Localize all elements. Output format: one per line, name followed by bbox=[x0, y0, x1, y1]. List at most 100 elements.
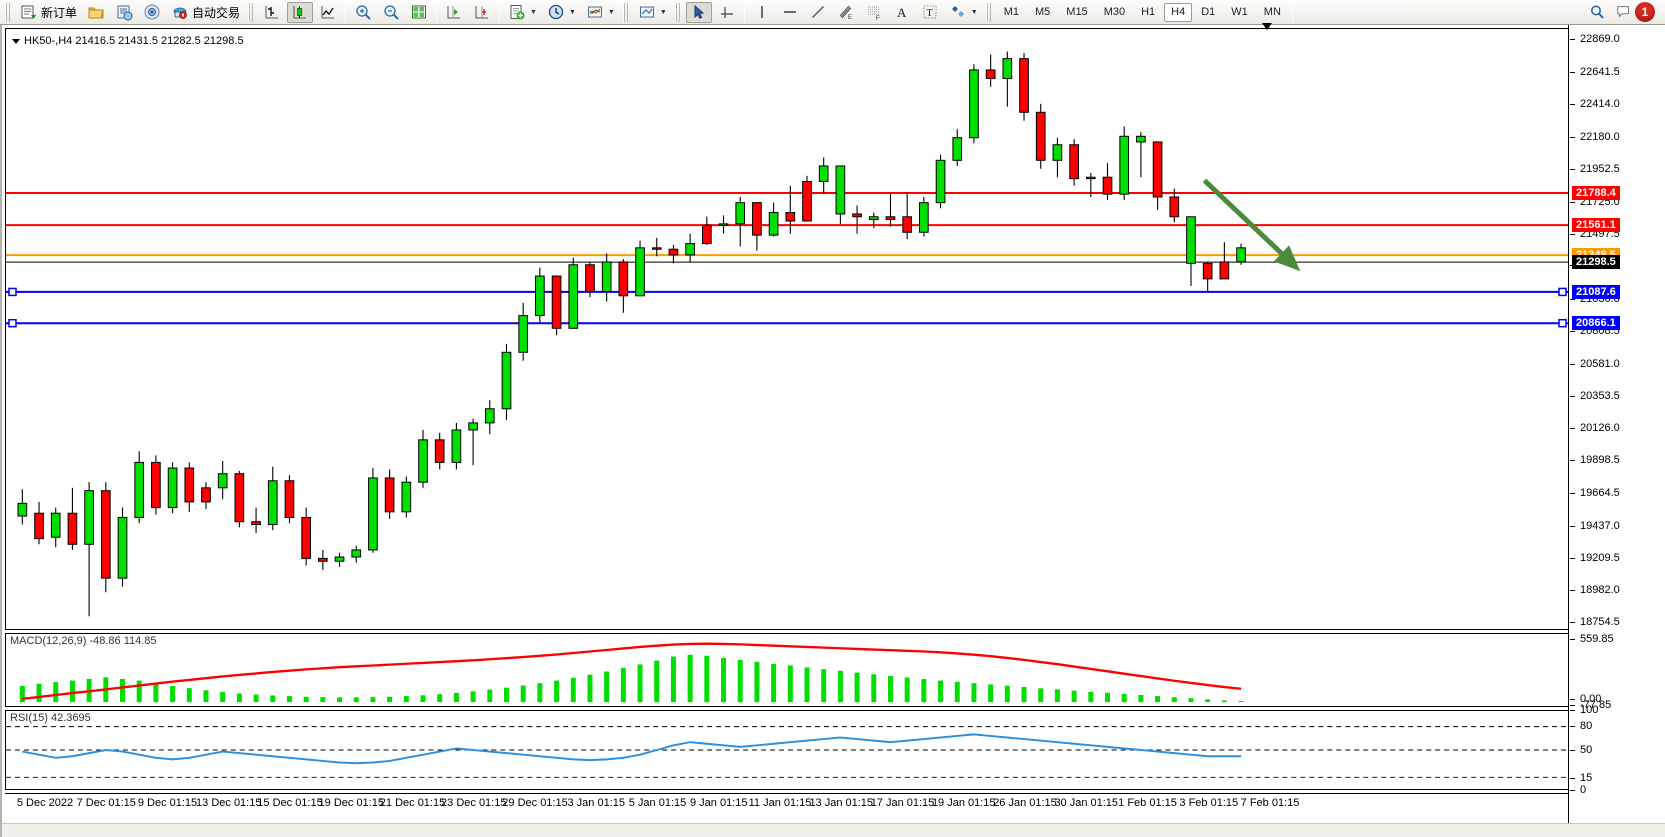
periodicity-button[interactable]: ▼ bbox=[543, 2, 580, 23]
shapes-tool[interactable]: ▼ bbox=[945, 2, 982, 23]
timeframe-h1[interactable]: H1 bbox=[1141, 6, 1156, 18]
chart-shift-icon bbox=[447, 6, 461, 19]
price-level-tag-support-2[interactable]: 20866.1 bbox=[1572, 316, 1620, 331]
zoom-out-button[interactable] bbox=[378, 2, 404, 23]
price-scale[interactable]: 22869.0 22641.5 22414.0 22180.0 21952.5 21725… bbox=[1568, 25, 1665, 837]
time-tick: 19 Jan 01:15 bbox=[931, 797, 996, 809]
text-label-tool[interactable]: T bbox=[917, 2, 943, 23]
chart-window: HK50-,H4 21416.5 21431.5 21282.5 21298.5… bbox=[0, 23, 1665, 837]
tile-windows-icon bbox=[412, 5, 427, 19]
timeframe-w1[interactable]: W1 bbox=[1231, 6, 1248, 18]
text-a-icon: A bbox=[897, 5, 907, 20]
timeframe-d1[interactable]: D1 bbox=[1201, 6, 1216, 18]
timeframe-m5[interactable]: M5 bbox=[1035, 6, 1051, 18]
new-order-icon bbox=[21, 5, 36, 19]
time-tick: 21 Dec 01:15 bbox=[379, 797, 446, 809]
fibonacci-tool[interactable]: F bbox=[861, 2, 887, 23]
toolbar-grip-3[interactable] bbox=[622, 2, 630, 22]
toolbar-grip-2[interactable] bbox=[248, 2, 256, 22]
macd-canvas bbox=[19, 642, 1244, 703]
trendline-tool[interactable] bbox=[805, 2, 831, 23]
time-tick: 11 Jan 01:15 bbox=[748, 797, 812, 809]
speech-bubble-icon bbox=[1617, 6, 1629, 18]
toolbar-separator-5 bbox=[1291, 2, 1293, 22]
market-watch-button[interactable] bbox=[111, 2, 137, 23]
time-tick: 23 Dec 01:15 bbox=[441, 797, 507, 809]
price-tick: 19898.5 bbox=[1569, 454, 1620, 466]
profiles-button[interactable] bbox=[83, 2, 109, 23]
autotrade-icon bbox=[173, 7, 187, 19]
time-tick: 5 Jan 01:15 bbox=[628, 797, 687, 809]
timeframe-group: M1 M5 M15 M30 H1 H4 D1 W1 MN bbox=[996, 2, 1289, 22]
zoom-in-button[interactable] bbox=[350, 2, 376, 23]
clock-icon bbox=[548, 4, 564, 20]
crosshair-tool[interactable] bbox=[714, 2, 740, 23]
svg-text:F: F bbox=[876, 16, 880, 21]
svg-text:A: A bbox=[897, 5, 907, 20]
collapse-triangle-icon[interactable] bbox=[12, 38, 20, 44]
objects-list-button[interactable]: ▼ bbox=[634, 2, 671, 23]
templates-button[interactable]: ▼ bbox=[504, 2, 541, 23]
chevron-down-icon: ▼ bbox=[530, 8, 537, 16]
price-panel[interactable]: HK50-,H4 21416.5 21431.5 21282.5 21298.5 bbox=[5, 23, 1570, 630]
symbol-header-text: HK50-,H4 21416.5 21431.5 21282.5 21298.5 bbox=[24, 35, 244, 47]
equidistant-channel-tool[interactable]: E bbox=[833, 2, 859, 23]
rsi-label: RSI(15) 42.3695 bbox=[10, 712, 91, 724]
line-chart-button[interactable] bbox=[315, 2, 341, 23]
svg-text:T: T bbox=[926, 8, 932, 19]
navigator-button[interactable] bbox=[139, 2, 165, 23]
macd-tick: 559.85 bbox=[1569, 633, 1614, 645]
timeframe-mn[interactable]: MN bbox=[1263, 6, 1281, 18]
time-axis[interactable]: 5 Dec 2022 7 Dec 01:15 9 Dec 01:15 13 Dec 0… bbox=[5, 793, 1570, 837]
alerts-button[interactable]: 1 bbox=[1612, 2, 1662, 23]
new-order-button[interactable]: 新订单 bbox=[16, 2, 81, 23]
toolbar-separator-3 bbox=[499, 2, 501, 22]
price-level-tag-resistance-1[interactable]: 21788.4 bbox=[1572, 185, 1620, 200]
trendline-icon bbox=[811, 6, 824, 18]
horizontal-line-tool[interactable] bbox=[777, 2, 803, 23]
price-level-tag-support-1[interactable]: 21087.6 bbox=[1572, 284, 1620, 299]
text-tool[interactable]: A bbox=[889, 2, 915, 23]
candlestick-chart-button[interactable] bbox=[287, 1, 314, 23]
rsi-panel[interactable]: RSI(15) 42.3695 bbox=[5, 710, 1570, 790]
timeframe-m30[interactable]: M30 bbox=[1103, 6, 1126, 18]
macd-tick: -77.85 bbox=[1569, 699, 1611, 711]
alert-count-badge: 1 bbox=[1635, 2, 1655, 22]
indicators-button[interactable]: ▼ bbox=[582, 2, 619, 23]
tile-windows-button[interactable] bbox=[406, 2, 432, 23]
time-tick: 19 Dec 01:15 bbox=[318, 797, 384, 809]
time-tick: 17 Jan 01:15 bbox=[870, 797, 935, 809]
price-canvas bbox=[6, 51, 1569, 617]
toolbar-grip[interactable] bbox=[5, 2, 12, 22]
chevron-down-icon: ▼ bbox=[568, 8, 576, 16]
bar-chart-button[interactable] bbox=[259, 2, 285, 23]
indicators-icon bbox=[587, 6, 602, 18]
price-level-tag-resistance-2[interactable]: 21561.1 bbox=[1572, 217, 1620, 232]
auto-scroll-icon bbox=[475, 6, 489, 19]
price-level-tag-current-price[interactable]: 21298.5 bbox=[1572, 254, 1620, 269]
rsi-tick: 0 bbox=[1569, 784, 1586, 796]
time-tick: 5 Dec 2022 bbox=[16, 797, 74, 809]
main-toolbar: 新订单 bbox=[0, 0, 1665, 25]
time-tick: 29 Dec 01:15 bbox=[502, 797, 568, 809]
channel-icon: E bbox=[839, 5, 852, 21]
autotrade-label: 自动交易 bbox=[192, 5, 241, 20]
chart-shift-button[interactable] bbox=[441, 2, 467, 23]
toolbar-grip-5[interactable] bbox=[985, 2, 993, 22]
macd-panel[interactable]: MACD(12,26,9) -48.86 114.85 bbox=[5, 633, 1570, 707]
timeframe-h4[interactable]: H4 bbox=[1164, 2, 1193, 22]
price-tick: 22869.0 bbox=[1569, 33, 1620, 45]
cursor-tool[interactable] bbox=[685, 1, 712, 23]
timeframe-m1[interactable]: M1 bbox=[1003, 6, 1019, 18]
autotrade-button[interactable]: 自动交易 bbox=[167, 2, 244, 23]
auto-scroll-button[interactable] bbox=[469, 2, 495, 23]
search-button[interactable] bbox=[1584, 2, 1610, 23]
text-label-icon: T bbox=[923, 5, 937, 19]
toolbar-grip-4[interactable] bbox=[674, 2, 682, 22]
horizontal-line-icon bbox=[783, 11, 796, 13]
rsi-tick: 15 bbox=[1569, 772, 1592, 784]
price-tick: 19437.0 bbox=[1569, 520, 1620, 532]
market-watch-icon bbox=[117, 5, 133, 21]
timeframe-m15[interactable]: M15 bbox=[1066, 6, 1088, 18]
vertical-line-tool[interactable] bbox=[749, 2, 775, 23]
